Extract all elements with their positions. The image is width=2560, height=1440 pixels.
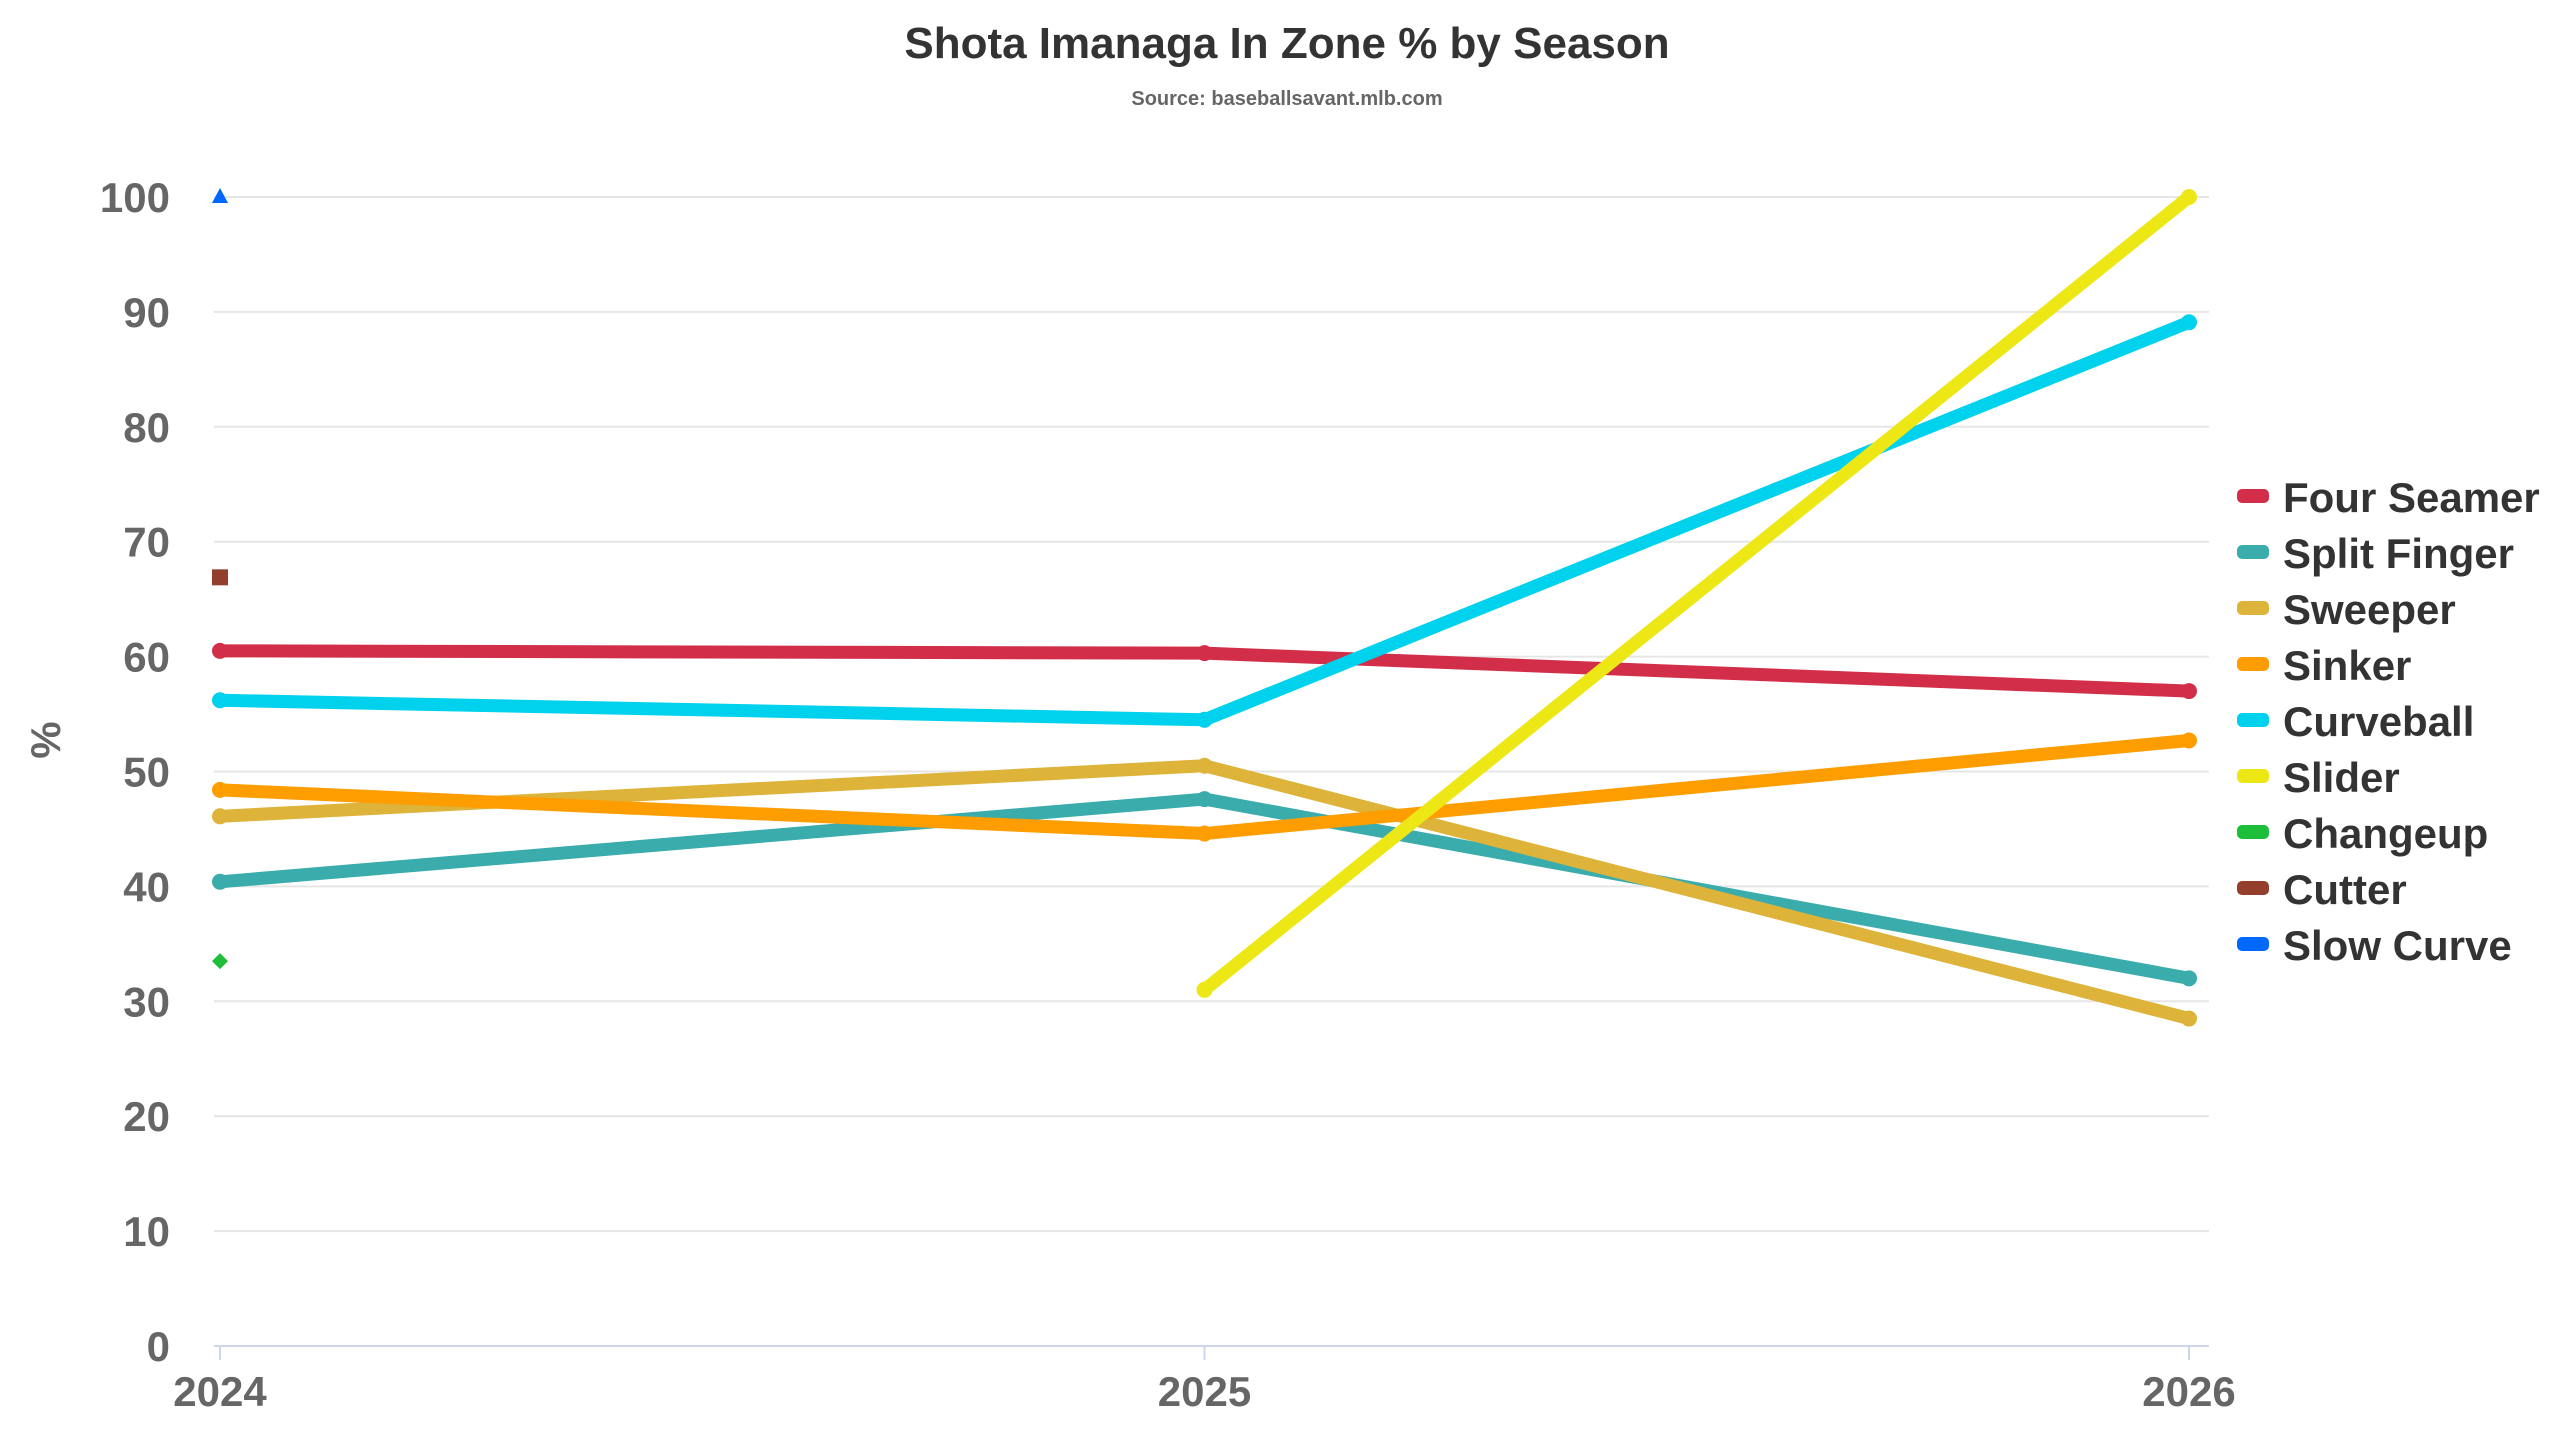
legend-swatch <box>2237 769 2269 783</box>
data-point-four-seamer <box>2181 683 2197 700</box>
y-tick-label: 40 <box>123 863 170 910</box>
data-point-sinker <box>212 781 228 798</box>
legend-item[interactable]: Slider <box>2237 754 2400 801</box>
y-tick-label: 60 <box>123 634 170 681</box>
y-tick-label: 80 <box>123 404 170 451</box>
series-line-slider <box>1200 191 2194 995</box>
chart-title: Shota Imanaga In Zone % by Season <box>904 19 1669 68</box>
legend-swatch <box>2237 657 2269 671</box>
data-point-curveball <box>2181 314 2197 331</box>
y-tick-label: 0 <box>147 1323 170 1370</box>
data-point-changeup <box>212 953 228 970</box>
data-point-sweeper <box>1196 757 1213 774</box>
y-tick-label: 70 <box>123 519 170 566</box>
legend-item[interactable]: Four Seamer <box>2237 474 2540 521</box>
legend-swatch <box>2237 489 2269 503</box>
data-point-sinker <box>2181 732 2197 749</box>
x-tick-label: 2025 <box>1158 1368 1251 1415</box>
legend-label: Changeup <box>2283 810 2488 857</box>
data-point-curveball <box>1196 711 1213 728</box>
legend-swatch <box>2237 881 2269 895</box>
data-point-sinker <box>1196 825 1213 842</box>
data-point-cutter <box>212 569 228 586</box>
x-tick-label: 2024 <box>173 1368 267 1415</box>
y-tick-label: 90 <box>123 289 170 336</box>
data-point-slow-curve <box>212 188 228 203</box>
legend-item[interactable]: Changeup <box>2237 810 2488 857</box>
y-tick-label: 20 <box>123 1093 170 1140</box>
legend-item[interactable]: Cutter <box>2237 866 2407 913</box>
legend-label: Slow Curve <box>2283 922 2512 969</box>
y-tick-label: 10 <box>123 1208 170 1255</box>
data-point-slider <box>2181 189 2197 205</box>
legend-item[interactable]: Split Finger <box>2237 530 2514 577</box>
y-tick-label: 50 <box>123 749 170 796</box>
legend-item[interactable]: Sweeper <box>2237 586 2456 633</box>
series-line-sinker <box>219 734 2190 841</box>
legend-label: Slider <box>2283 754 2400 801</box>
x-tick-label: 2026 <box>2142 1368 2235 1415</box>
legend-label: Curveball <box>2283 698 2474 745</box>
data-point-slider <box>1196 981 1213 998</box>
data-point-split-finger <box>212 873 228 890</box>
data-point-split-finger <box>2181 970 2197 987</box>
legend-item[interactable]: Slow Curve <box>2237 922 2512 969</box>
y-tick-label: 100 <box>100 174 170 221</box>
legend-label: Sinker <box>2283 642 2411 689</box>
data-point-curveball <box>212 692 228 709</box>
y-tick-label: 30 <box>123 978 170 1025</box>
legend-swatch <box>2237 937 2269 951</box>
legend-label: Sweeper <box>2283 586 2456 633</box>
legend-swatch <box>2237 601 2269 615</box>
legend-label: Cutter <box>2283 866 2407 913</box>
data-point-four-seamer <box>1196 645 1213 662</box>
legend-label: Split Finger <box>2283 530 2514 577</box>
data-point-sweeper <box>2181 1010 2197 1027</box>
y-axis-label: % <box>22 721 69 758</box>
legend-label: Four Seamer <box>2283 474 2540 521</box>
legend-swatch <box>2237 825 2269 839</box>
legend-swatch <box>2237 545 2269 559</box>
chart-subtitle: Source: baseballsavant.mlb.com <box>1131 88 1442 110</box>
data-point-four-seamer <box>212 642 228 659</box>
legend-item[interactable]: Curveball <box>2237 698 2474 745</box>
legend-swatch <box>2237 713 2269 727</box>
data-point-sweeper <box>212 808 228 825</box>
data-point-split-finger <box>1196 791 1213 808</box>
legend-item[interactable]: Sinker <box>2237 642 2411 689</box>
